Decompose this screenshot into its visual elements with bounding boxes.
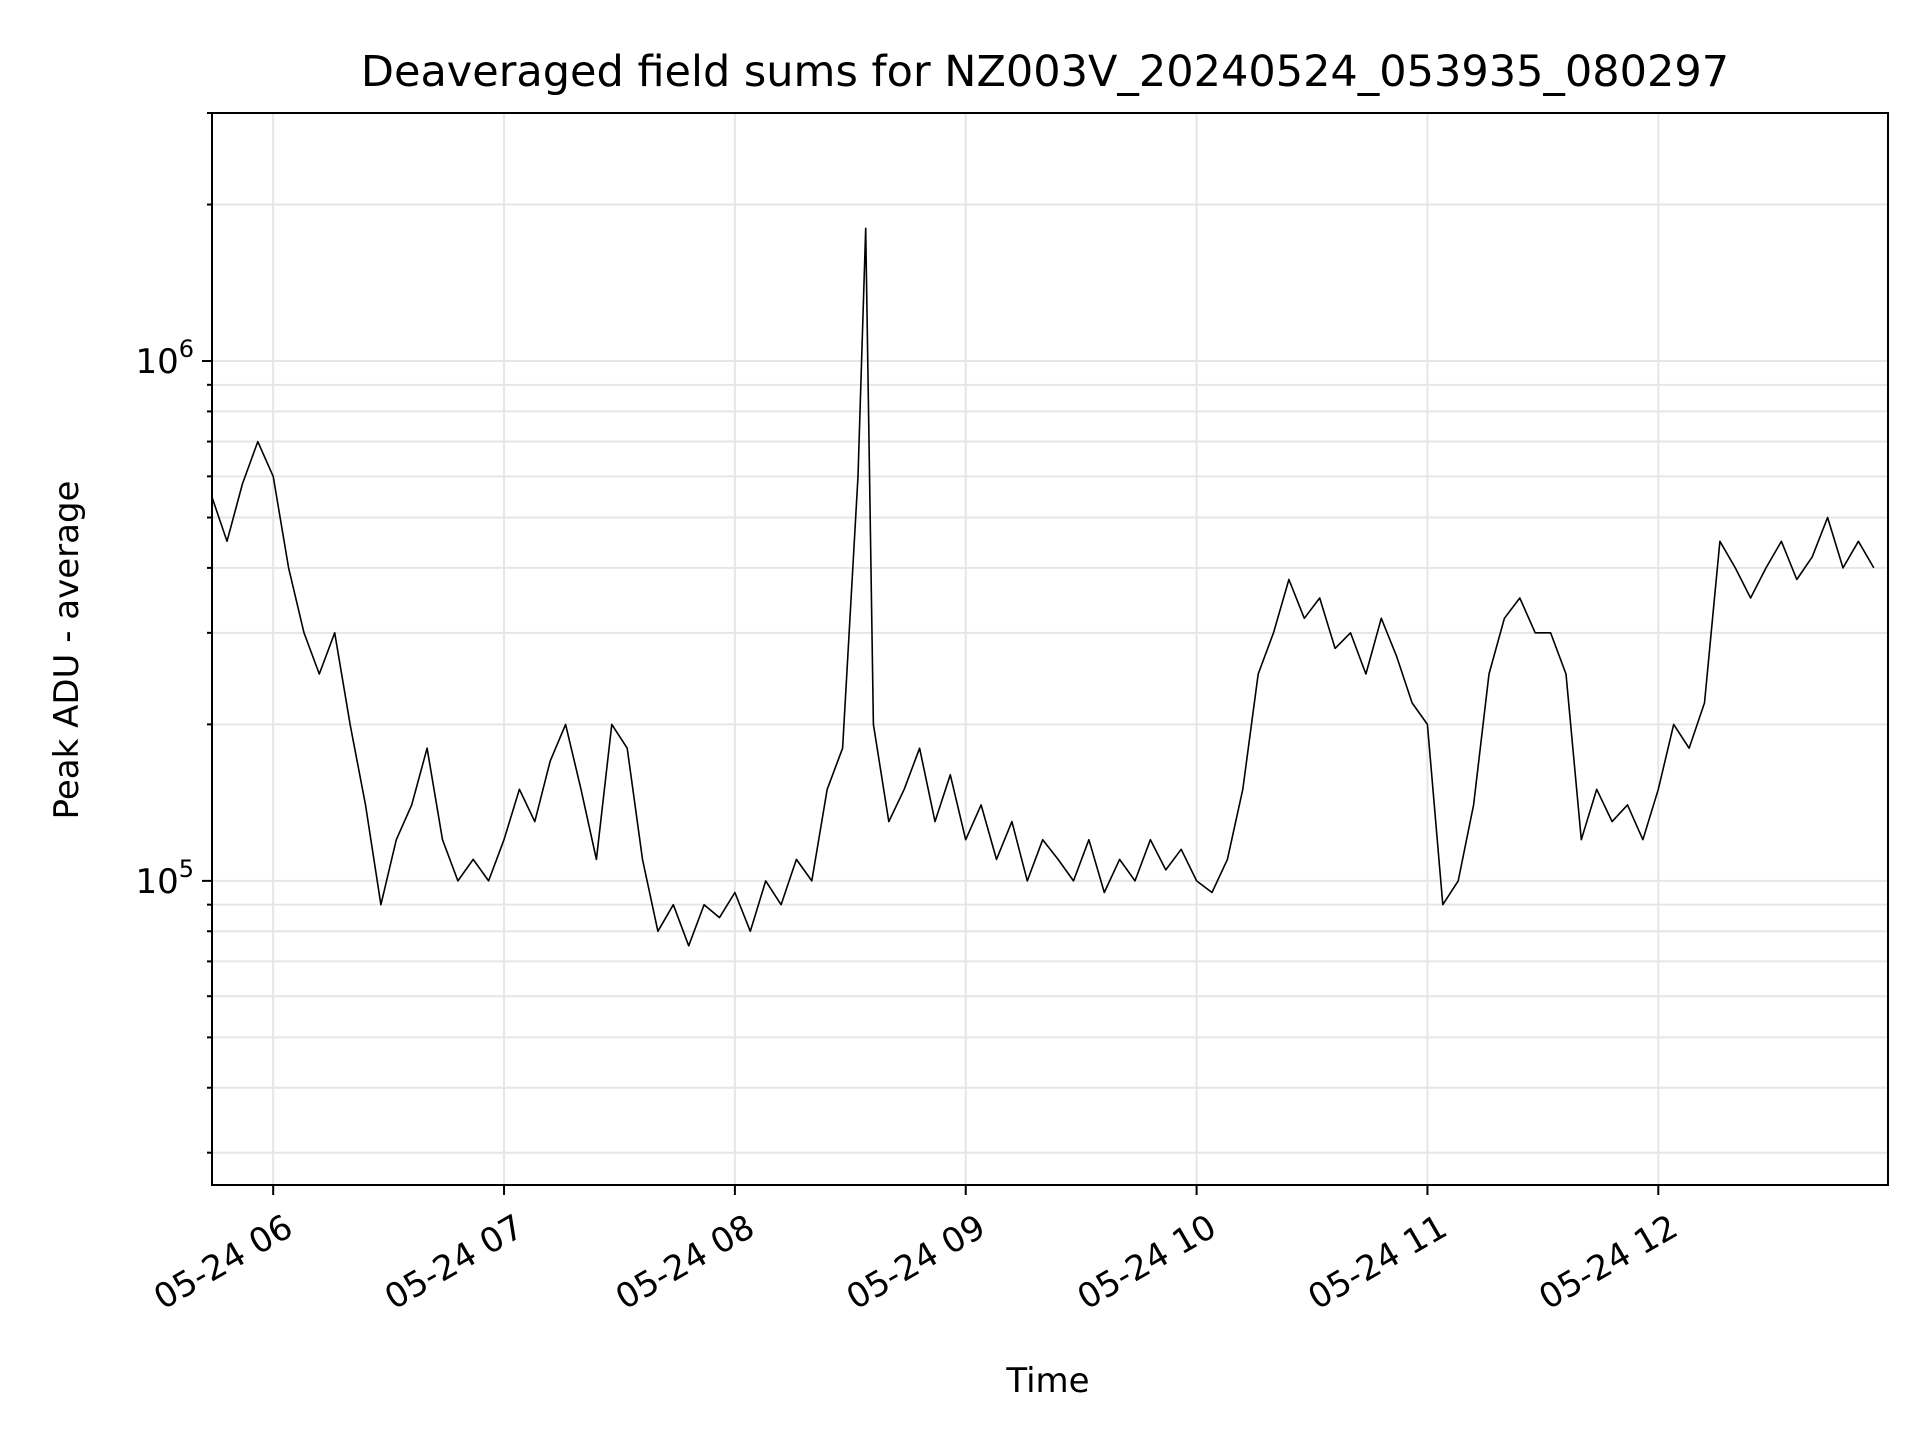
- x-axis: 05-24 06 05-24 07 05-24 08 05-24 09 05-24 10…: [147, 1185, 1685, 1318]
- x-axis-label: Time: [1005, 1361, 1089, 1401]
- x-tick-label: 05-24 06: [147, 1207, 299, 1318]
- grid-lines: [212, 112, 1888, 1185]
- x-tick-label: 05-24 12: [1532, 1207, 1684, 1318]
- series-line: [210, 227, 1875, 947]
- y-axis: 105 106: [135, 112, 212, 1154]
- x-tick-label: 05-24 11: [1302, 1207, 1454, 1318]
- y-tick-label: 105: [135, 855, 194, 902]
- x-tick-label: 05-24 08: [609, 1207, 761, 1318]
- x-tick-label: 05-24 09: [840, 1207, 992, 1318]
- plot-frame: [211, 112, 1889, 1186]
- data-series: [210, 227, 1875, 947]
- chart-title: Deaveraged field sums for NZ003V_2024052…: [361, 47, 1729, 97]
- x-tick-label: 05-24 10: [1071, 1207, 1223, 1318]
- x-tick-label: 05-24 07: [378, 1207, 530, 1318]
- y-tick-label: 106: [135, 335, 194, 382]
- y-axis-label: Peak ADU - average: [47, 481, 87, 820]
